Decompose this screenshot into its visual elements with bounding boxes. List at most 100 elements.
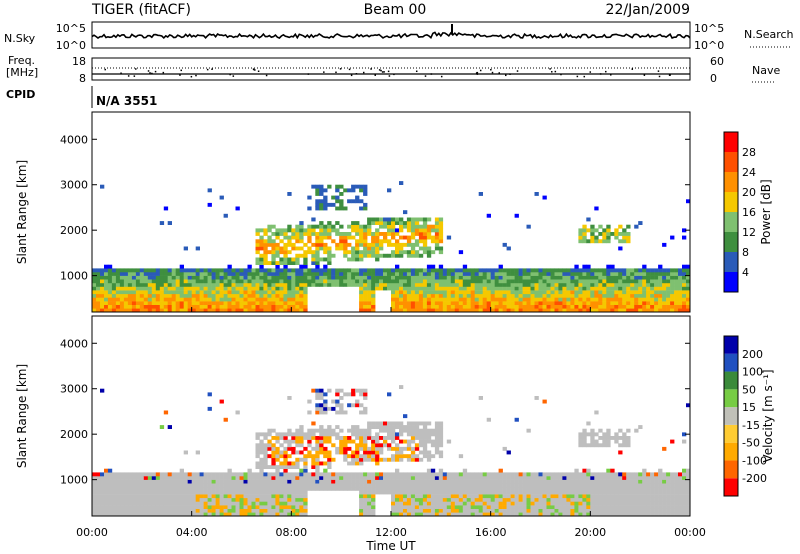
velocity-cell xyxy=(642,483,647,488)
power-cell xyxy=(127,301,133,305)
power-cell xyxy=(155,268,161,273)
power-cell xyxy=(379,239,384,244)
velocity-cell xyxy=(442,472,448,477)
velocity-cell xyxy=(470,483,475,488)
power-cell xyxy=(426,246,432,251)
power-cell xyxy=(474,304,479,309)
power-cell xyxy=(395,239,400,244)
power-cell xyxy=(387,188,392,193)
power-cell xyxy=(622,235,627,240)
power-cell xyxy=(251,272,256,276)
velocity-cell xyxy=(399,494,404,499)
velocity-cell xyxy=(410,483,416,488)
velocity-cell xyxy=(546,490,551,495)
power-cell xyxy=(175,286,180,291)
velocity-cell xyxy=(482,497,487,502)
velocity-cell xyxy=(183,486,188,491)
power-cell xyxy=(219,275,224,280)
velocity-cell xyxy=(586,472,591,477)
colorbar-segment xyxy=(724,192,738,212)
power-cell xyxy=(167,286,172,291)
nave-dot xyxy=(643,74,646,76)
velocity-cell xyxy=(422,497,428,502)
velocity-cell xyxy=(594,410,599,415)
velocity-cell xyxy=(458,454,464,459)
power-cell xyxy=(538,275,543,280)
velocity-cell xyxy=(315,443,320,448)
power-cell xyxy=(674,290,679,295)
power-cell xyxy=(104,268,109,273)
power-cell xyxy=(163,206,169,211)
power-cell xyxy=(594,235,599,240)
power-cell xyxy=(143,297,149,302)
velocity-cell xyxy=(510,505,515,509)
power-cell xyxy=(686,279,691,284)
velocity-cell xyxy=(279,483,284,488)
power-cell xyxy=(295,279,300,284)
power-cell xyxy=(458,304,464,309)
velocity-cell xyxy=(207,406,212,411)
velocity-cell xyxy=(383,479,388,484)
power-cell xyxy=(458,308,464,313)
power-cell xyxy=(422,275,428,280)
velocity-cell xyxy=(395,490,400,495)
velocity-cell xyxy=(510,476,515,480)
velocity-cell xyxy=(510,472,515,477)
power-cell xyxy=(351,221,356,225)
power-cell xyxy=(526,301,531,305)
power-cell xyxy=(666,290,671,295)
power-cell xyxy=(311,261,316,265)
velocity-cell xyxy=(438,443,444,448)
velocity-cell xyxy=(303,501,308,506)
velocity-cell xyxy=(107,497,113,502)
power-cell xyxy=(319,192,324,196)
power-cell xyxy=(542,195,547,200)
power-cell xyxy=(115,286,121,291)
nave-dot xyxy=(339,68,342,70)
velocity-cell xyxy=(339,428,344,433)
power-cell xyxy=(642,279,647,284)
power-cell xyxy=(642,268,647,273)
velocity-cell xyxy=(375,439,380,444)
velocity-cell xyxy=(275,508,280,513)
velocity-cell xyxy=(311,472,316,477)
power-cell xyxy=(546,272,551,276)
nave-dot xyxy=(605,70,607,73)
power-cell xyxy=(486,308,491,313)
velocity-cell xyxy=(195,512,200,517)
power-cell xyxy=(100,279,105,284)
velocity-cell xyxy=(299,425,304,429)
power-cell xyxy=(307,275,312,280)
velocity-cell xyxy=(104,479,109,484)
power-cell xyxy=(319,239,324,244)
velocity-cell xyxy=(319,428,324,433)
power-cell xyxy=(247,279,252,284)
power-cell xyxy=(466,304,471,309)
velocity-cell xyxy=(259,432,264,437)
power-cell xyxy=(351,279,356,284)
velocity-cell xyxy=(414,472,420,477)
power-cell xyxy=(494,290,499,295)
power-cell xyxy=(418,282,424,287)
power-cell xyxy=(534,297,539,302)
velocity-cell xyxy=(283,436,288,440)
velocity-cell xyxy=(227,472,232,477)
velocity-cell xyxy=(526,472,531,477)
power-cell xyxy=(167,279,172,284)
power-cell xyxy=(303,242,308,247)
power-cell xyxy=(100,301,105,305)
velocity-cell xyxy=(626,501,631,506)
power-cell xyxy=(151,279,157,284)
power-cell xyxy=(406,275,412,280)
power-cell xyxy=(315,202,320,207)
velocity-cell xyxy=(403,476,408,480)
velocity-cell xyxy=(666,472,671,477)
power-cell xyxy=(311,242,316,247)
power-cell xyxy=(618,275,623,280)
power-cell xyxy=(498,290,503,295)
power-cell xyxy=(243,282,248,287)
velocity-cell xyxy=(510,486,515,491)
power-cell xyxy=(422,297,428,302)
power-cell xyxy=(167,308,172,313)
power-cell xyxy=(171,297,176,302)
